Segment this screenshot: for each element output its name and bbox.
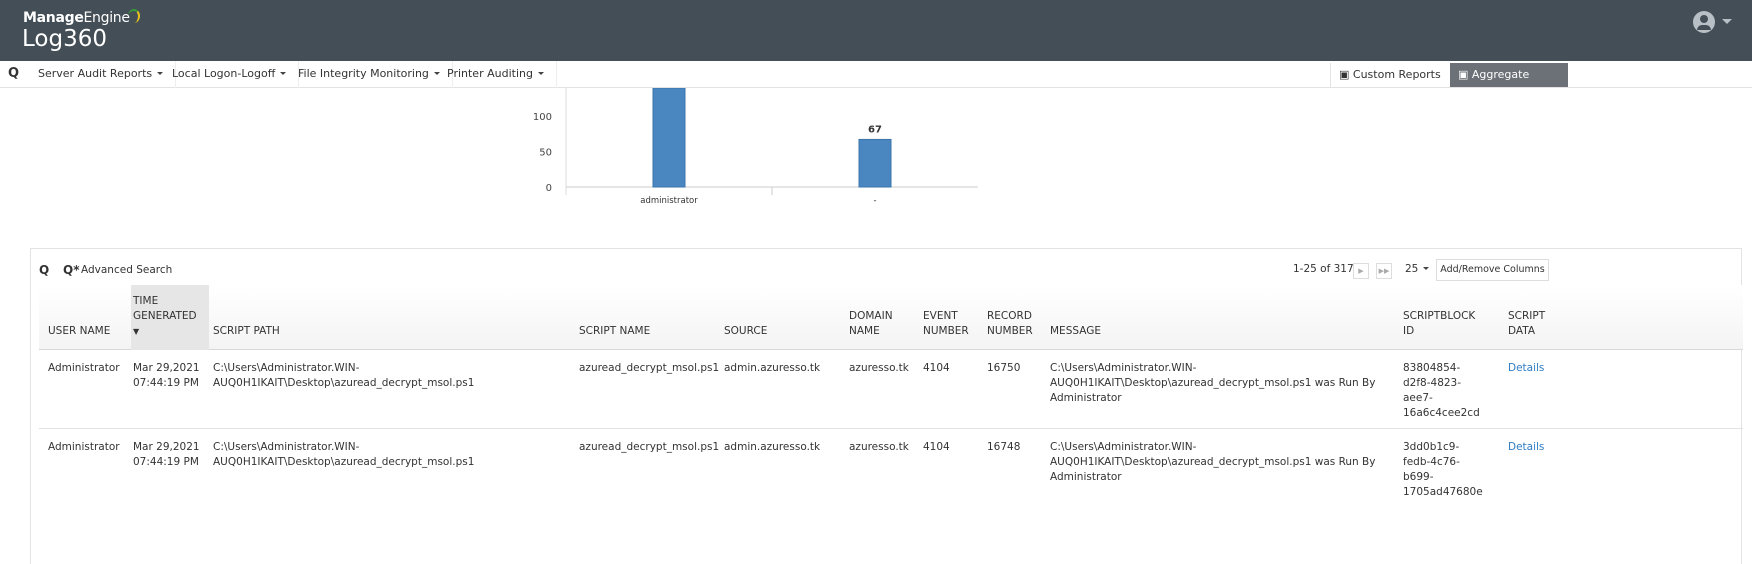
- cell-path: C:\Users\Administrator.WIN- AUQ0H1IKAIT\D…: [213, 362, 475, 389]
- col-script-name[interactable]: SCRIPT NAME: [579, 325, 651, 337]
- nav-server-audit-reports[interactable]: Server Audit Reports: [26, 61, 177, 88]
- logo-arc-icon: [128, 9, 140, 23]
- cell-scriptblock-id: 83804854- d2f8-4823- aee7- 16a6c4cee2cd: [1403, 362, 1480, 419]
- cell-user: Administrator: [48, 441, 120, 453]
- next-page-button[interactable]: ▶: [1353, 263, 1369, 279]
- details-link[interactable]: Details: [1508, 441, 1545, 453]
- col-user-name[interactable]: USER NAME: [48, 325, 111, 337]
- manageengine-logo: ManageEngine: [23, 10, 130, 26]
- x-tick-label: administrator: [640, 196, 698, 206]
- product-name: Log360: [22, 26, 107, 52]
- user-avatar-icon[interactable]: [1693, 11, 1715, 33]
- custom-reports-button[interactable]: ▣ Custom Reports: [1330, 63, 1449, 87]
- cell-path: C:\Users\Administrator.WIN- AUQ0H1IKAIT\D…: [213, 441, 475, 468]
- last-page-button[interactable]: ▶▶: [1376, 263, 1392, 279]
- col-message[interactable]: MESSAGE: [1050, 325, 1101, 337]
- col-event-number[interactable]: EVENT NUMBER: [923, 310, 969, 337]
- data-label: 67: [868, 124, 882, 135]
- advanced-search-icon[interactable]: Q*: [63, 263, 80, 277]
- cell-scriptblock-id: 3dd0b1c9- fedb-4c76- b699- 1705ad47680e: [1403, 441, 1483, 498]
- cell-time: Mar 29,2021 07:44:19 PM: [133, 362, 200, 389]
- cell-message: C:\Users\Administrator.WIN- AUQ0H1IKAIT\D…: [1050, 362, 1376, 404]
- table-header: USER NAME TIME GENERATED ▼ SCRIPT PATH SCR…: [39, 285, 1743, 350]
- bar-administrator: [652, 88, 686, 188]
- col-time-generated[interactable]: TIME GENERATED ▼: [133, 294, 197, 339]
- table-row: Administrator Mar 29,2021 07:44:19 PM C:\…: [39, 350, 1743, 429]
- nav-printer-auditing[interactable]: Printer Auditing: [435, 61, 557, 88]
- cell-source: admin.azuresso.tk: [724, 362, 821, 374]
- col-scriptblock-id[interactable]: SCRIPTBLOCK ID: [1403, 310, 1476, 337]
- cell-message: C:\Users\Administrator.WIN- AUQ0H1IKAIT\D…: [1050, 441, 1376, 483]
- y-tick-label: 100: [533, 112, 552, 123]
- report-icon: ▣: [1339, 68, 1353, 81]
- table-row: Administrator Mar 29,2021 07:44:19 PM C:\…: [39, 429, 1743, 508]
- y-tick-label: 50: [539, 148, 552, 159]
- cell-user: Administrator: [48, 362, 120, 374]
- advanced-search-link[interactable]: Advanced Search: [81, 264, 173, 276]
- nav-local-logon-logoff[interactable]: Local Logon-Logoff: [160, 61, 300, 88]
- app-header: ManageEngine Log360: [0, 0, 1752, 61]
- col-script-data[interactable]: SCRIPT DATA: [1508, 310, 1546, 337]
- x-tick-label: -: [873, 196, 876, 206]
- col-domain-name[interactable]: DOMAIN NAME: [849, 310, 893, 337]
- details-link[interactable]: Details: [1508, 362, 1545, 374]
- nav-file-integrity-monitoring[interactable]: File Integrity Monitoring: [286, 61, 453, 88]
- cell-source: admin.azuresso.tk: [724, 441, 821, 453]
- cell-event: 4104: [923, 441, 950, 453]
- search-icon[interactable]: Q: [8, 66, 20, 81]
- y-tick-label: 0: [546, 183, 552, 194]
- col-source[interactable]: SOURCE: [724, 325, 768, 337]
- cell-domain: azuresso.tk: [849, 362, 909, 374]
- bar--: [858, 138, 892, 188]
- cell-event: 4104: [923, 362, 950, 374]
- report-table-panel: Q Q* Advanced Search 1-25 of 317 ▶ ▶▶ 25…: [30, 248, 1743, 564]
- caret-down-icon[interactable]: [1722, 19, 1732, 29]
- cell-script-name: azuread_decrypt_msol.ps1: [579, 441, 720, 453]
- col-script-path[interactable]: SCRIPT PATH: [213, 325, 280, 337]
- cell-record: 16750: [987, 362, 1021, 374]
- add-remove-columns-button[interactable]: Add/Remove Columns: [1436, 259, 1549, 281]
- sort-desc-icon: ▼: [133, 327, 140, 336]
- cell-record: 16748: [987, 441, 1021, 453]
- search-icon[interactable]: Q: [39, 263, 50, 277]
- sorted-column-bg: [131, 285, 209, 350]
- page-size-select[interactable]: 25: [1405, 263, 1430, 275]
- cell-domain: azuresso.tk: [849, 441, 909, 453]
- aggregate-reports-button[interactable]: ▣ Aggregate Reports: [1450, 63, 1568, 104]
- bar-chart: 0 50 100 administrator 67 -: [533, 88, 978, 206]
- cell-script-name: azuread_decrypt_msol.ps1: [579, 362, 720, 374]
- report-icon: ▣: [1458, 68, 1472, 81]
- col-record-number[interactable]: RECORD NUMBER: [987, 310, 1033, 337]
- pagination-info: 1-25 of 317: [1293, 263, 1354, 275]
- cell-time: Mar 29,2021 07:44:19 PM: [133, 441, 200, 468]
